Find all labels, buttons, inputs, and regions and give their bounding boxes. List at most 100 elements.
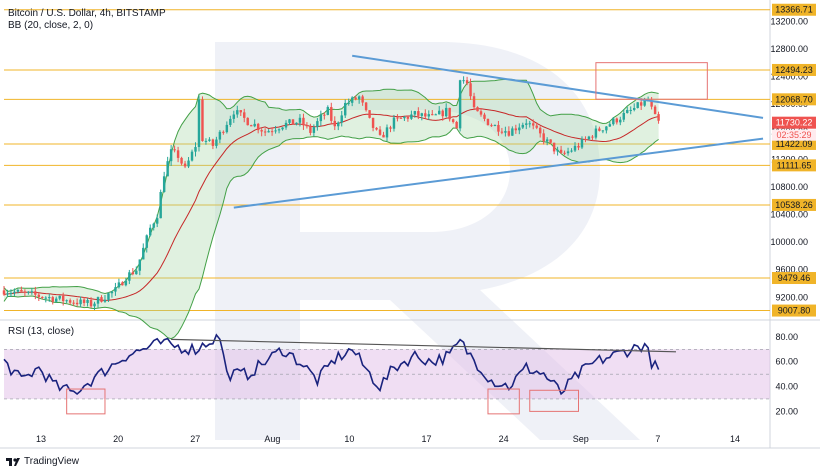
candle-body[interactable] bbox=[438, 110, 441, 115]
candle-body[interactable] bbox=[197, 99, 201, 148]
rsi-trendline[interactable] bbox=[171, 338, 677, 353]
candle-body[interactable] bbox=[274, 130, 277, 132]
candle-body[interactable] bbox=[556, 149, 559, 152]
candle-body[interactable] bbox=[295, 122, 298, 125]
candle-body[interactable] bbox=[650, 100, 653, 107]
candle-body[interactable] bbox=[619, 119, 622, 123]
rsi-highlight-box[interactable] bbox=[66, 388, 106, 415]
candle-body[interactable] bbox=[580, 139, 584, 148]
candle-body[interactable] bbox=[417, 111, 420, 116]
candle-body[interactable] bbox=[145, 235, 148, 248]
candle-body[interactable] bbox=[528, 123, 531, 125]
candle-body[interactable] bbox=[444, 107, 448, 117]
candle-body[interactable] bbox=[23, 291, 27, 293]
candle-body[interactable] bbox=[424, 113, 427, 117]
candle-body[interactable] bbox=[410, 114, 413, 119]
candle-body[interactable] bbox=[511, 128, 514, 136]
candle-body[interactable] bbox=[30, 291, 34, 293]
candle-body[interactable] bbox=[608, 124, 612, 127]
candle-body[interactable] bbox=[89, 300, 93, 307]
candle-body[interactable] bbox=[594, 128, 598, 138]
candle-body[interactable] bbox=[138, 259, 142, 271]
candle-body[interactable] bbox=[236, 110, 239, 115]
candle-body[interactable] bbox=[281, 127, 284, 130]
candle-body[interactable] bbox=[239, 110, 242, 113]
candle-body[interactable] bbox=[291, 119, 295, 125]
candle-body[interactable] bbox=[6, 293, 9, 295]
candle-body[interactable] bbox=[340, 115, 343, 123]
candle-body[interactable] bbox=[413, 111, 417, 115]
candle-body[interactable] bbox=[34, 291, 37, 295]
candle-body[interactable] bbox=[371, 117, 375, 128]
candle-body[interactable] bbox=[587, 136, 591, 140]
candle-body[interactable] bbox=[364, 102, 368, 111]
candle-body[interactable] bbox=[190, 151, 194, 161]
candle-body[interactable] bbox=[100, 297, 103, 302]
candle-body[interactable] bbox=[385, 127, 389, 138]
candle-body[interactable] bbox=[176, 150, 180, 158]
candle-body[interactable] bbox=[183, 163, 187, 167]
rsi-highlight-box[interactable] bbox=[487, 388, 520, 415]
candle-body[interactable] bbox=[309, 125, 312, 133]
candle-body[interactable] bbox=[357, 96, 361, 100]
candle-body[interactable] bbox=[96, 297, 100, 304]
candle-body[interactable] bbox=[347, 102, 350, 104]
candle-body[interactable] bbox=[636, 102, 639, 109]
candle-body[interactable] bbox=[2, 290, 6, 295]
candle-body[interactable] bbox=[288, 119, 291, 123]
candle-body[interactable] bbox=[169, 149, 173, 162]
candle-body[interactable] bbox=[256, 123, 260, 131]
candle-body[interactable] bbox=[458, 80, 462, 129]
candle-body[interactable] bbox=[204, 140, 208, 142]
candle-body[interactable] bbox=[302, 117, 305, 126]
rsi-pane[interactable] bbox=[3, 333, 770, 415]
candle-body[interactable] bbox=[643, 100, 646, 106]
candle-body[interactable] bbox=[382, 134, 385, 138]
candle-body[interactable] bbox=[222, 131, 225, 133]
candle-body[interactable] bbox=[20, 289, 23, 292]
candle-body[interactable] bbox=[61, 295, 65, 302]
candle-body[interactable] bbox=[41, 296, 44, 298]
candle-body[interactable] bbox=[27, 291, 30, 293]
candle-body[interactable] bbox=[277, 129, 281, 131]
candle-body[interactable] bbox=[323, 114, 326, 116]
candle-body[interactable] bbox=[518, 127, 521, 131]
candle-body[interactable] bbox=[149, 227, 152, 236]
candle-body[interactable] bbox=[208, 139, 211, 141]
bb-indicator-label[interactable]: BB (20, close, 2, 0) bbox=[8, 20, 94, 31]
candle-body[interactable] bbox=[420, 113, 424, 116]
price-trendline[interactable] bbox=[352, 54, 764, 119]
candle-body[interactable] bbox=[431, 114, 434, 116]
candle-body[interactable] bbox=[218, 131, 222, 140]
candle-body[interactable] bbox=[51, 297, 54, 302]
candle-body[interactable] bbox=[538, 127, 542, 134]
candle-body[interactable] bbox=[337, 122, 340, 127]
candle-body[interactable] bbox=[131, 272, 135, 275]
candle-body[interactable] bbox=[58, 295, 61, 299]
candle-body[interactable] bbox=[368, 110, 371, 118]
candle-body[interactable] bbox=[263, 131, 267, 133]
candle-body[interactable] bbox=[326, 107, 330, 115]
candle-body[interactable] bbox=[9, 292, 13, 294]
candle-body[interactable] bbox=[103, 299, 107, 302]
candle-body[interactable] bbox=[107, 293, 110, 300]
candle-body[interactable] bbox=[399, 117, 403, 119]
candle-body[interactable] bbox=[44, 297, 48, 299]
candle-body[interactable] bbox=[260, 130, 263, 132]
candle-body[interactable] bbox=[389, 127, 392, 129]
candle-body[interactable] bbox=[455, 121, 458, 129]
candle-body[interactable] bbox=[462, 80, 465, 82]
candle-body[interactable] bbox=[375, 127, 378, 130]
candle-body[interactable] bbox=[378, 129, 382, 135]
candle-body[interactable] bbox=[497, 124, 500, 132]
candle-body[interactable] bbox=[246, 117, 249, 126]
candle-body[interactable] bbox=[173, 149, 176, 151]
candle-body[interactable] bbox=[521, 124, 525, 128]
candle-body[interactable] bbox=[566, 151, 570, 154]
rsi-indicator-label[interactable]: RSI (13, close) bbox=[8, 326, 75, 337]
candle-body[interactable] bbox=[187, 160, 190, 167]
candle-body[interactable] bbox=[114, 287, 117, 292]
candle-body[interactable] bbox=[570, 150, 573, 152]
candle-body[interactable] bbox=[142, 247, 145, 260]
